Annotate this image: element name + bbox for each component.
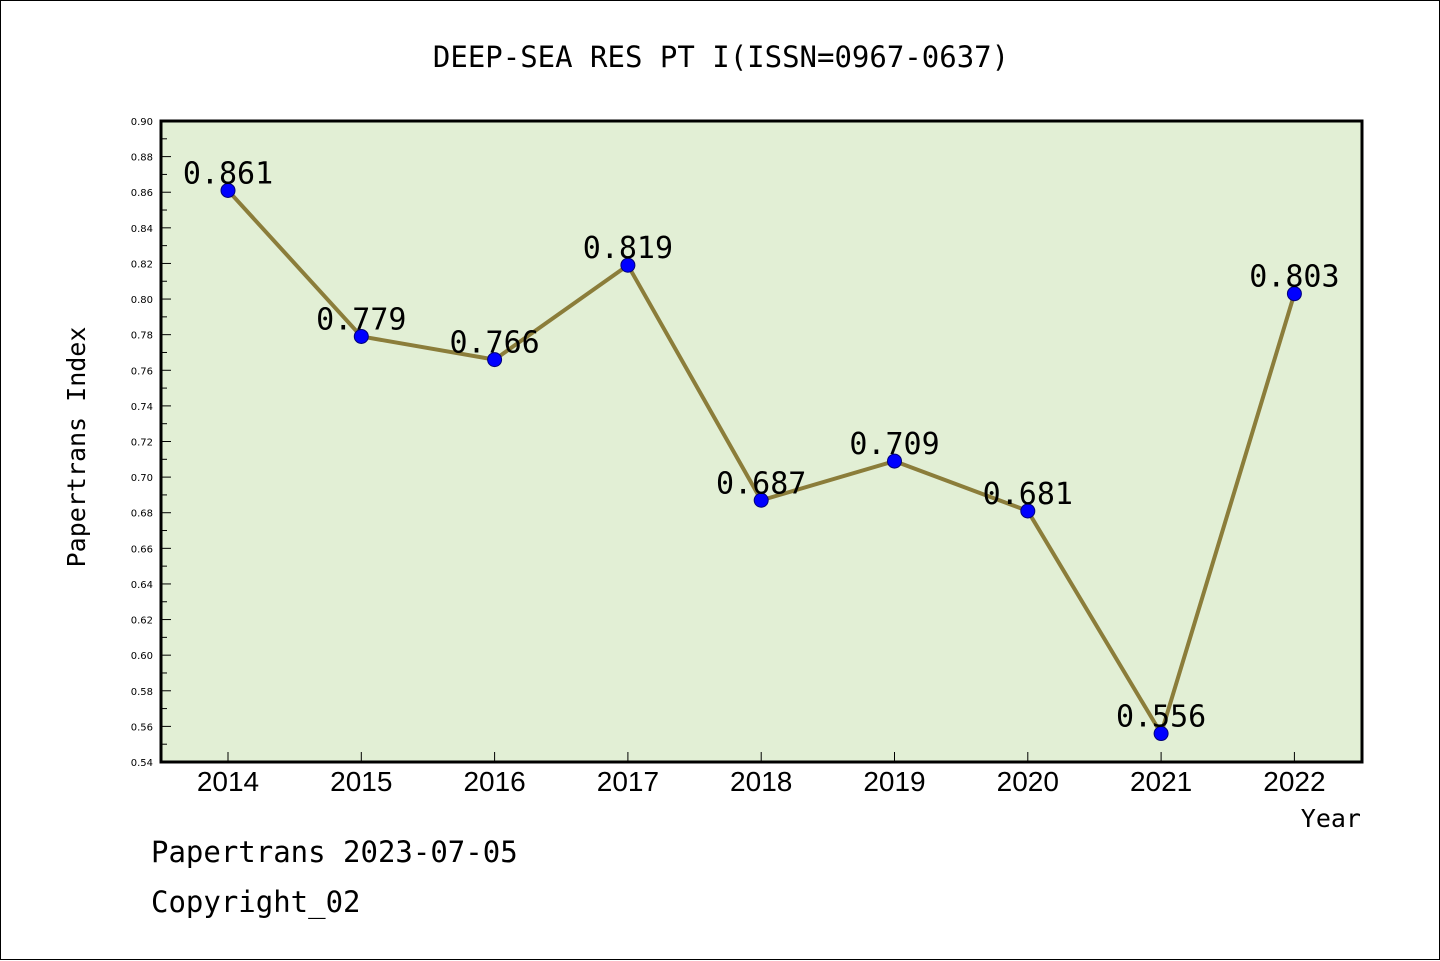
x-tick-label: 2016 <box>463 766 525 797</box>
y-tick-label: 0.86 <box>131 188 153 199</box>
plot-area <box>159 119 1364 764</box>
data-point <box>1286 286 1302 302</box>
x-tick-label: 2018 <box>730 766 792 797</box>
y-tick-label: 0.82 <box>131 259 153 270</box>
y-axis-label: Papertrans Index <box>62 327 91 568</box>
x-axis-label: Year <box>1301 804 1361 833</box>
chart-title: DEEP-SEA RES PT I(ISSN=0967-0637) <box>433 40 1009 74</box>
y-tick-label: 0.90 <box>131 117 153 128</box>
data-label: 0.861 <box>183 156 273 191</box>
y-tick-label: 0.76 <box>131 366 153 377</box>
data-labels: 0.861 0.779 0.766 0.819 0.687 0.709 0.681 0.556… <box>183 156 1340 734</box>
data-label: 0.556 <box>1116 700 1206 735</box>
y-tick-label: 0.80 <box>131 295 153 306</box>
y-tick-label: 0.60 <box>131 651 153 662</box>
y-axis: 0.54 0.56 0.58 0.60 0.62 0.64 0.66 0.68 0.70 0.72… <box>131 117 171 769</box>
y-tick-label: 0.78 <box>131 331 153 342</box>
y-tick-label: 0.84 <box>131 224 153 235</box>
y-tick-label: 0.68 <box>131 509 153 520</box>
data-point <box>1153 726 1169 742</box>
y-tick-label: 0.62 <box>131 616 153 627</box>
x-tick-label: 2014 <box>197 766 259 797</box>
data-label: 0.803 <box>1249 260 1339 295</box>
y-tick-label: 0.64 <box>131 580 153 591</box>
data-point <box>353 328 369 344</box>
x-tick-label: 2020 <box>997 766 1059 797</box>
footer-copyright: Copyright_02 <box>151 885 361 919</box>
y-tick-label: 0.54 <box>131 758 153 769</box>
y-tick-label: 0.72 <box>131 438 153 449</box>
data-label: 0.779 <box>316 302 406 337</box>
data-points <box>220 182 1302 742</box>
data-label: 0.819 <box>583 231 673 266</box>
x-tick-label: 2022 <box>1263 766 1325 797</box>
data-point <box>620 257 636 273</box>
data-point <box>753 492 769 508</box>
data-point <box>220 182 236 198</box>
data-point <box>1020 503 1036 519</box>
y-tick-label: 0.56 <box>131 722 153 733</box>
y-tick-label: 0.58 <box>131 687 153 698</box>
y-tick-label: 0.88 <box>131 153 153 164</box>
data-point <box>487 352 503 368</box>
data-point <box>887 453 902 469</box>
x-tick-label: 2019 <box>863 766 925 797</box>
x-tick-label: 2015 <box>330 766 392 797</box>
y-tick-label: 0.66 <box>131 544 153 555</box>
y-tick-label: 0.74 <box>131 402 153 413</box>
data-label: 0.709 <box>849 427 939 462</box>
data-label: 0.681 <box>983 477 1073 512</box>
x-tick-label: 2021 <box>1130 766 1192 797</box>
footer-date: Papertrans 2023-07-05 <box>151 835 518 869</box>
y-tick-label: 0.70 <box>131 473 153 484</box>
data-label: 0.687 <box>716 466 806 501</box>
x-axis: 2014 2015 2016 2017 2018 2019 2020 2021 2022 <box>197 752 1326 797</box>
data-label: 0.766 <box>449 326 539 361</box>
x-tick-label: 2017 <box>597 766 659 797</box>
